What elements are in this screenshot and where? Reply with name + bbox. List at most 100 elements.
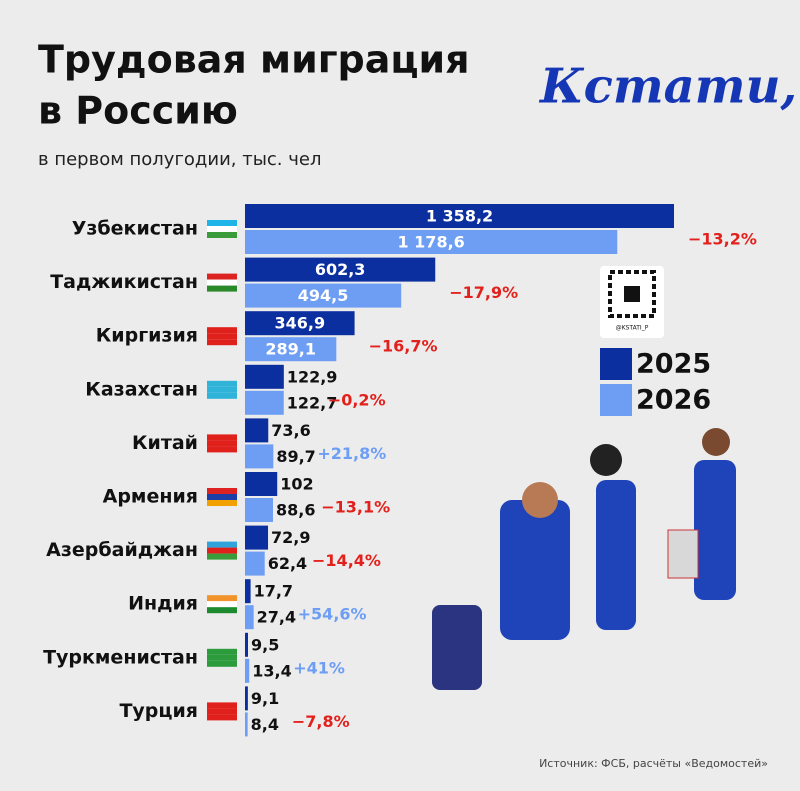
bar bbox=[245, 364, 284, 389]
bar bbox=[245, 605, 254, 630]
category-label: Азербайджан bbox=[46, 539, 198, 561]
flag-stripe bbox=[207, 380, 237, 387]
value-label: 88,6 bbox=[276, 501, 315, 520]
flag-stripe bbox=[207, 660, 237, 667]
flag-stripe bbox=[207, 648, 237, 655]
flag-stripe bbox=[207, 333, 237, 340]
change-label: −17,9% bbox=[449, 283, 518, 302]
bar bbox=[245, 337, 337, 362]
flag-stripe bbox=[207, 440, 237, 447]
flag-stripe bbox=[207, 714, 237, 721]
bar bbox=[245, 230, 618, 254]
bar bbox=[245, 658, 250, 683]
flag-stripe bbox=[207, 273, 237, 280]
change-label: −13,2% bbox=[688, 230, 757, 249]
flag-stripe bbox=[207, 434, 237, 441]
flag-stripe bbox=[207, 488, 237, 494]
qr-code bbox=[624, 286, 640, 302]
subtitle: в первом полугодии, тыс. чел bbox=[38, 149, 321, 170]
category-label: Узбекистан bbox=[72, 218, 198, 240]
change-label: −7,8% bbox=[292, 712, 350, 731]
flag-stripe bbox=[207, 220, 237, 226]
person bbox=[500, 500, 570, 640]
value-label: 346,9 bbox=[274, 314, 325, 333]
person-head bbox=[590, 444, 622, 476]
value-label: 9,1 bbox=[251, 689, 279, 708]
category-label: Казахстан bbox=[85, 378, 198, 400]
title-line: Трудовая миграция bbox=[38, 38, 470, 82]
change-label: +54,6% bbox=[298, 605, 367, 624]
value-label: 62,4 bbox=[268, 554, 307, 573]
bar bbox=[245, 418, 269, 443]
person-head bbox=[702, 428, 730, 456]
value-label: 102 bbox=[280, 475, 313, 494]
flag-stripe bbox=[207, 446, 237, 453]
change-label: +41% bbox=[293, 658, 345, 677]
flag-stripe bbox=[207, 285, 237, 292]
category-label: Китай bbox=[132, 432, 198, 454]
value-label: 27,4 bbox=[257, 608, 296, 627]
bar bbox=[245, 579, 251, 604]
person-head bbox=[522, 482, 558, 518]
flag-stripe bbox=[207, 601, 237, 608]
flag-stripe bbox=[207, 226, 237, 232]
category-label: Туркменистан bbox=[43, 646, 198, 668]
value-label: 1 178,6 bbox=[397, 233, 464, 252]
flag-stripe bbox=[207, 392, 237, 399]
value-label: 289,1 bbox=[265, 340, 316, 359]
flag-stripe bbox=[207, 500, 237, 506]
flag-stripe bbox=[207, 607, 237, 614]
flag-stripe bbox=[207, 494, 237, 500]
flag-stripe bbox=[207, 232, 237, 238]
flag-stripe bbox=[207, 553, 237, 560]
value-label: 602,3 bbox=[315, 260, 366, 279]
legend-swatch bbox=[600, 348, 632, 380]
logo: Кстати, bbox=[538, 59, 797, 115]
value-label: 8,4 bbox=[251, 715, 279, 734]
category-label: Киргизия bbox=[96, 325, 198, 347]
value-label: 9,5 bbox=[251, 635, 279, 654]
value-label: 494,5 bbox=[298, 286, 349, 305]
flag-stripe bbox=[207, 654, 237, 661]
change-label: −13,1% bbox=[321, 498, 390, 517]
value-label: 122,9 bbox=[287, 367, 338, 386]
change-label: −16,7% bbox=[369, 337, 438, 356]
bar bbox=[245, 257, 436, 282]
change-label: −14,4% bbox=[312, 551, 381, 570]
bar bbox=[245, 551, 265, 576]
bar bbox=[245, 525, 269, 550]
bag bbox=[667, 529, 699, 579]
bar bbox=[245, 444, 274, 469]
legend-swatch bbox=[600, 384, 632, 416]
qr-caption: @KSTATI_P bbox=[616, 325, 649, 332]
person bbox=[694, 460, 736, 600]
value-label: 73,6 bbox=[271, 421, 310, 440]
flag-stripe bbox=[207, 547, 237, 554]
flag-stripe bbox=[207, 327, 237, 334]
flag-stripe bbox=[207, 339, 237, 346]
source: Источник: ФСБ, расчёты «Ведомостей» bbox=[539, 757, 768, 770]
change-label: +21,8% bbox=[317, 444, 386, 463]
flag-stripe bbox=[207, 708, 237, 715]
title-line: в Россию bbox=[38, 89, 238, 133]
person bbox=[596, 480, 636, 630]
bar bbox=[245, 498, 273, 522]
flag-stripe bbox=[207, 386, 237, 393]
bar bbox=[245, 632, 249, 657]
flag-stripe bbox=[207, 702, 237, 709]
value-label: 122,7 bbox=[287, 393, 338, 412]
legend-label: 2026 bbox=[636, 385, 711, 416]
bar bbox=[245, 390, 284, 415]
category-label: Армения bbox=[103, 486, 198, 508]
bar bbox=[245, 712, 248, 737]
flag-stripe bbox=[207, 595, 237, 602]
suitcase bbox=[432, 605, 482, 690]
legend-label: 2025 bbox=[636, 349, 711, 380]
flag-stripe bbox=[207, 279, 237, 286]
category-label: Индия bbox=[128, 593, 198, 615]
value-label: 13,4 bbox=[252, 661, 291, 680]
value-label: 72,9 bbox=[271, 528, 310, 547]
category-label: Турция bbox=[119, 700, 198, 722]
